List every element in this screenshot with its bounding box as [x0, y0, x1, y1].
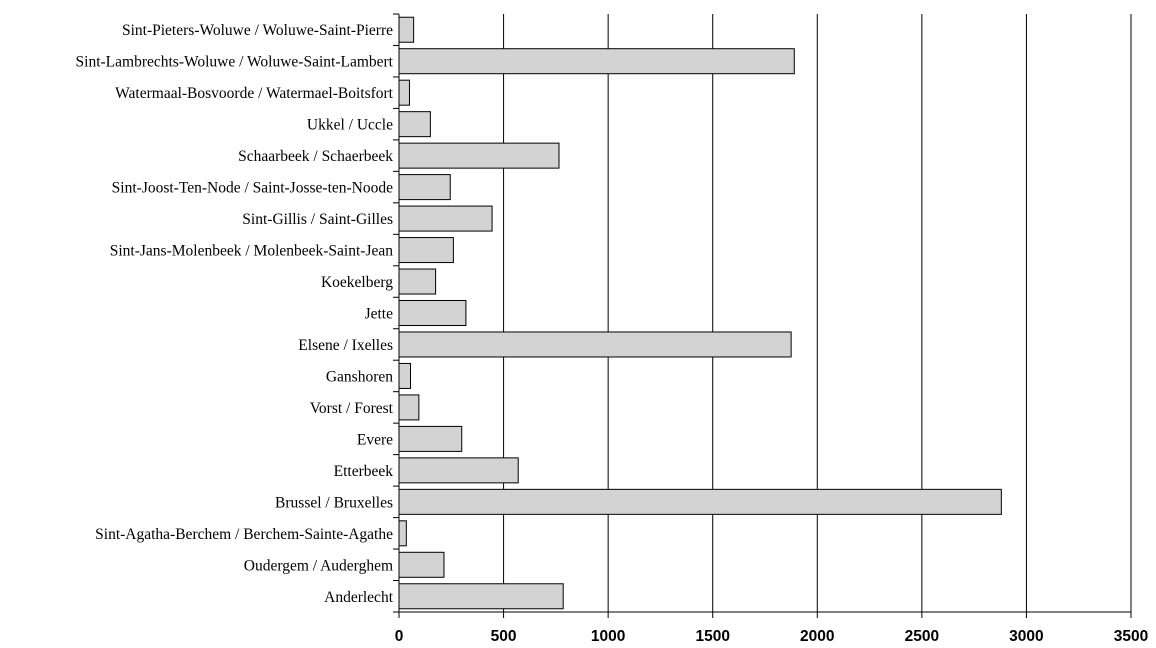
category-label: Sint-Jans-Molenbeek / Molenbeek-Saint-Je… [110, 243, 393, 260]
category-label: Brussel / Bruxelles [275, 494, 393, 511]
bar-8 [398, 268, 437, 295]
category-label: Schaarbeek / Schaerbeek [238, 148, 393, 165]
category-label: Sint-Joost-Ten-Node / Saint-Josse-ten-No… [112, 180, 393, 197]
bar-12 [398, 394, 420, 421]
bar-11 [398, 362, 412, 389]
bar-13 [398, 425, 463, 452]
bar-1 [398, 48, 795, 75]
category-label: Etterbeek [334, 463, 394, 480]
bar-2 [398, 79, 410, 106]
category-labels: Sint-Pieters-Woluwe / Woluwe-Saint-Pierr… [76, 22, 394, 606]
category-label: Jette [365, 306, 394, 323]
category-label: Oudergem / Auderghem [244, 557, 393, 574]
category-label: Elsene / Ixelles [298, 337, 393, 354]
category-label: Vorst / Forest [310, 400, 394, 417]
bar-16 [398, 520, 407, 547]
bar-10 [398, 331, 792, 358]
category-label: Sint-Gillis / Saint-Gilles [242, 211, 393, 228]
category-label: Ukkel / Uccle [307, 117, 393, 134]
bar-0 [398, 16, 415, 43]
x-tick-label: 2500 [905, 628, 939, 645]
bars [398, 16, 1002, 610]
category-label: Anderlecht [324, 589, 394, 606]
bar-15 [398, 488, 1002, 515]
x-tick-label: 3500 [1114, 628, 1148, 645]
bar-7 [398, 237, 454, 264]
category-label: Ganshoren [326, 368, 393, 385]
category-label: Sint-Lambrechts-Woluwe / Woluwe-Saint-La… [76, 54, 394, 71]
x-tick-labels: 0 500 1000 1500 2000 2500 3000 3500 [395, 628, 1149, 645]
x-tick-label: 3000 [1009, 628, 1043, 645]
category-label: Sint-Pieters-Woluwe / Woluwe-Saint-Pierr… [122, 22, 393, 39]
x-tick-label: 0 [395, 628, 404, 645]
x-tick-label: 1500 [695, 628, 729, 645]
category-label: Sint-Agatha-Berchem / Berchem-Sainte-Aga… [95, 526, 393, 543]
x-tick-label: 500 [491, 628, 517, 645]
bar-5 [398, 174, 451, 201]
bar-6 [398, 205, 493, 232]
bar-18 [398, 583, 564, 610]
bar-3 [398, 111, 431, 138]
bar-14 [398, 457, 519, 484]
axes [393, 13, 1132, 618]
bar-4 [398, 142, 560, 169]
category-label: Koekelberg [321, 274, 393, 291]
category-label: Watermaal-Bosvoorde / Watermael-Boitsfor… [115, 85, 394, 102]
bar-17 [398, 551, 445, 578]
grid-lines [503, 14, 1132, 612]
x-tick-label: 1000 [591, 628, 625, 645]
x-tick-label: 2000 [800, 628, 834, 645]
bar-9 [398, 300, 467, 326]
category-label: Evere [357, 431, 393, 448]
